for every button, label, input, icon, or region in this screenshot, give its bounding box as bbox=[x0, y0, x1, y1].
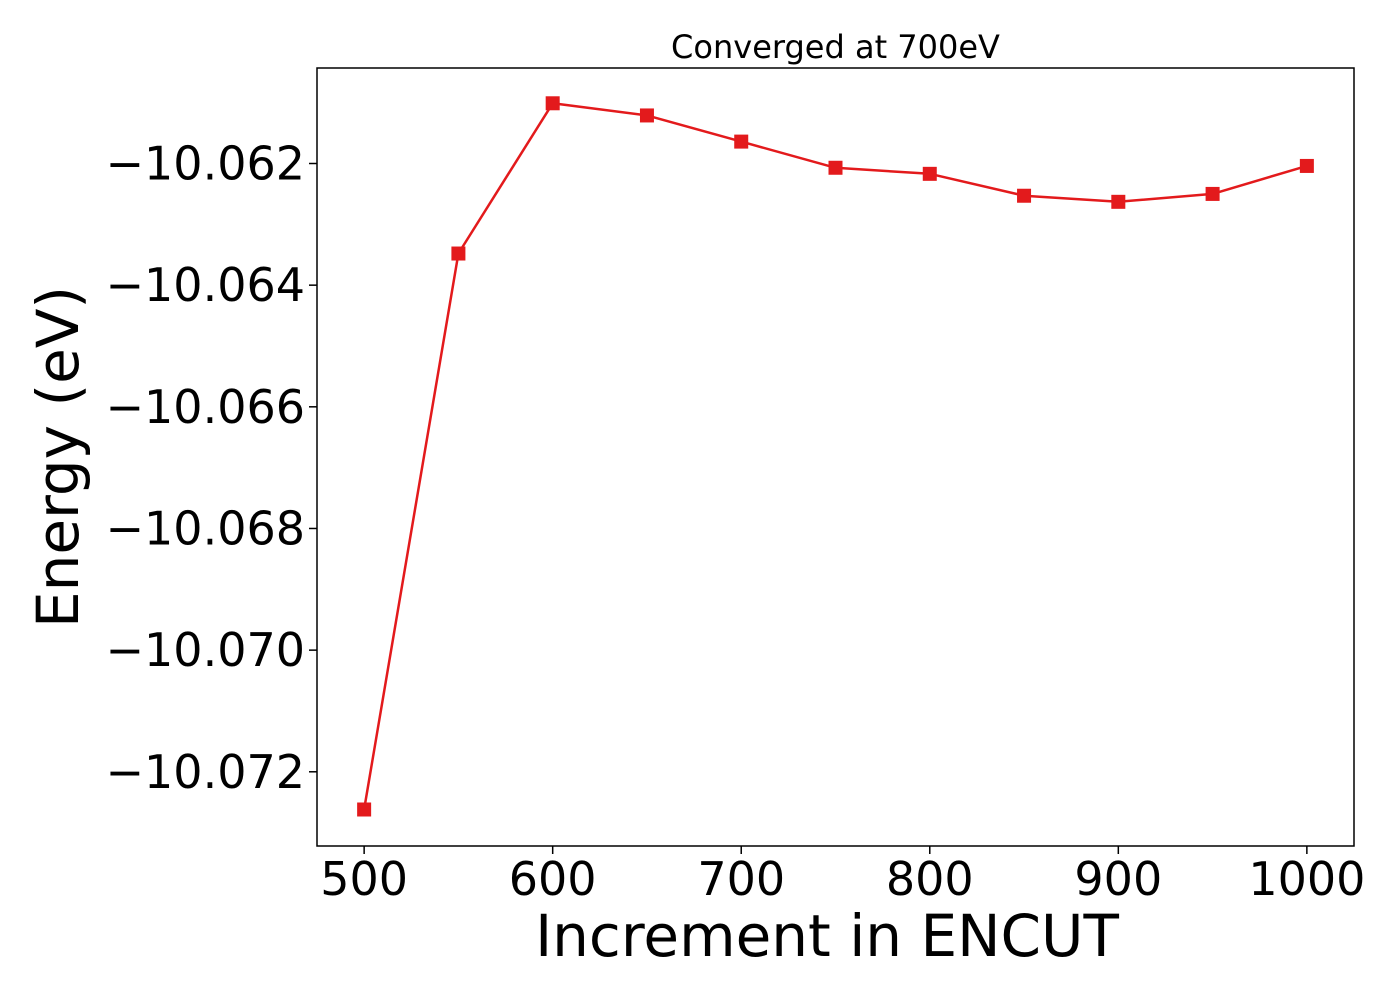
data-point bbox=[1111, 194, 1126, 209]
data-point bbox=[922, 166, 937, 181]
y-tick-label: −10.062 bbox=[106, 137, 306, 191]
data-point bbox=[639, 108, 654, 123]
x-tick-label: 600 bbox=[509, 852, 597, 906]
data-point bbox=[828, 160, 843, 175]
data-point bbox=[734, 134, 749, 149]
chart-title: Converged at 700eV bbox=[671, 28, 1000, 66]
x-axis-tick-labels: 500 600 700 800 900 1000 bbox=[320, 852, 1365, 906]
data-point bbox=[1299, 158, 1314, 173]
y-tick-label: −10.070 bbox=[106, 623, 306, 677]
x-axis-title: Increment in ENCUT bbox=[535, 902, 1119, 970]
data-point bbox=[451, 246, 466, 261]
y-axis-ticks bbox=[309, 162, 317, 773]
y-tick-label: −10.068 bbox=[106, 501, 306, 555]
data-point bbox=[1205, 186, 1220, 201]
data-point bbox=[357, 802, 372, 817]
x-tick-label: 900 bbox=[1074, 852, 1162, 906]
plot-frame bbox=[316, 67, 1355, 847]
y-tick-label: −10.064 bbox=[106, 258, 306, 312]
x-tick-label: 1000 bbox=[1248, 852, 1365, 906]
x-tick-label: 800 bbox=[886, 852, 974, 906]
series-group bbox=[357, 96, 1314, 817]
x-tick-label: 500 bbox=[320, 852, 408, 906]
y-tick-label: −10.066 bbox=[106, 380, 306, 434]
x-tick-label: 700 bbox=[697, 852, 785, 906]
plot-area bbox=[317, 68, 1354, 846]
data-point bbox=[545, 96, 560, 111]
x-axis-ticks bbox=[363, 846, 1308, 854]
data-point bbox=[1017, 188, 1032, 203]
y-tick-label: −10.072 bbox=[106, 745, 306, 799]
y-axis-title: Energy (eV) bbox=[24, 286, 92, 628]
y-axis-tick-labels: −10.072 −10.070 −10.068 −10.066 −10.064 −10.0… bbox=[106, 137, 306, 799]
